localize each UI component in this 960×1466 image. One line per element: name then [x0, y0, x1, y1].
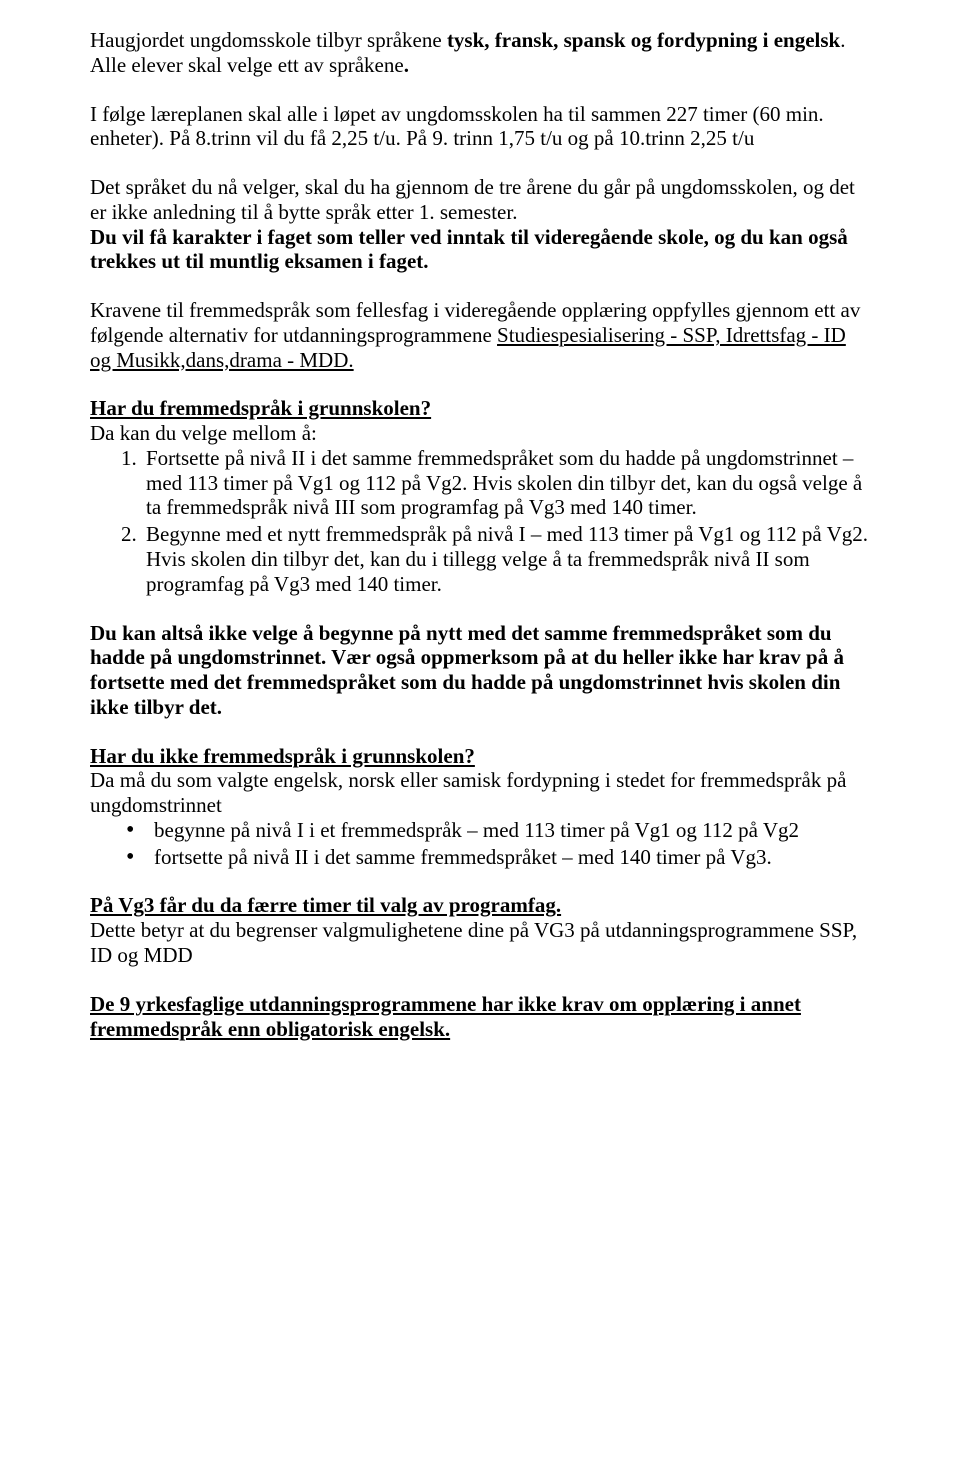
section-vg3: På Vg3 får du da færre timer til valg av… — [90, 893, 870, 967]
list-item: Fortsette på nivå II i det samme fremmed… — [142, 446, 870, 520]
intro-languages-bold: tysk, fransk, spansk og fordypning i eng… — [447, 28, 840, 52]
has-language-sub: Da kan du velge mellom å: — [90, 421, 870, 446]
paragraph-cannot-restart: Du kan altså ikke velge å begynne på nyt… — [90, 621, 870, 720]
heading-vg3: På Vg3 får du da færre timer til valg av… — [90, 893, 870, 918]
no-language-list: begynne på nivå I i et fremmedspråk – me… — [90, 818, 870, 870]
paragraph-intro: Haugjordet ungdomsskole tilbyr språkene … — [90, 28, 870, 78]
rules-bold: Du vil få karakter i faget som teller ve… — [90, 225, 848, 274]
rules-text: Det språket du nå velger, skal du ha gje… — [90, 175, 855, 224]
paragraph-vocational: De 9 yrkesfaglige utdanningsprogrammene … — [90, 992, 870, 1042]
document-page: Haugjordet ungdomsskole tilbyr språkene … — [0, 0, 960, 1466]
intro-text-pre: Haugjordet ungdomsskole tilbyr språkene — [90, 28, 447, 52]
no-language-sub: Da må du som valgte engelsk, norsk eller… — [90, 768, 870, 818]
heading-no-language: Har du ikke fremmedspråk i grunnskolen? — [90, 744, 870, 769]
has-language-list: Fortsette på nivå II i det samme fremmed… — [90, 446, 870, 597]
section-no-language: Har du ikke fremmedspråk i grunnskolen? … — [90, 744, 870, 870]
section-has-language: Har du fremmedspråk i grunnskolen? Da ka… — [90, 396, 870, 596]
intro-dot-bold: . — [404, 53, 409, 77]
list-item: Begynne med et nytt fremmedspråk på nivå… — [142, 522, 870, 596]
paragraph-requirements: Kravene til fremmedspråk som fellesfag i… — [90, 298, 870, 372]
list-item: begynne på nivå I i et fremmedspråk – me… — [126, 818, 870, 843]
vg3-sub: Dette betyr at du begrenser valgmulighet… — [90, 918, 870, 968]
paragraph-rules: Det språket du nå velger, skal du ha gje… — [90, 175, 870, 274]
heading-has-language: Har du fremmedspråk i grunnskolen? — [90, 396, 870, 421]
list-item: fortsette på nivå II i det samme fremmed… — [126, 845, 870, 870]
paragraph-hours: I følge læreplanen skal alle i løpet av … — [90, 102, 870, 152]
